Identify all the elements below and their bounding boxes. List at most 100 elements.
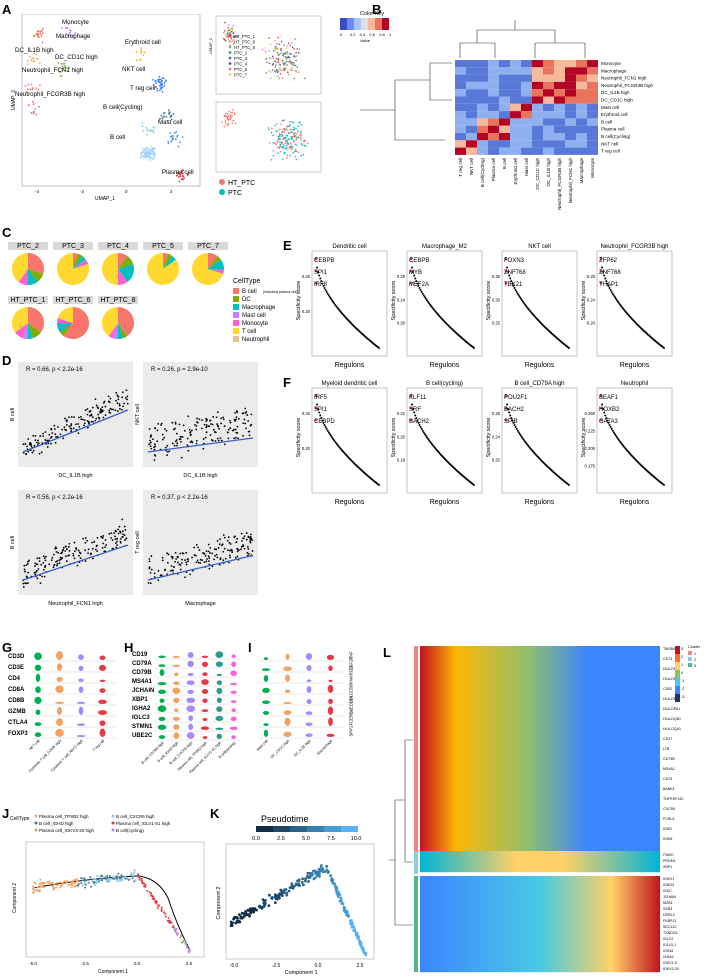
regulon-highlight [599,281,603,285]
trajectory-point [138,875,141,878]
umap-point [166,119,169,122]
scatter-point [35,571,37,573]
scatter-point [50,427,53,430]
scatter-point [154,445,157,448]
umap-point [231,28,234,30]
row-label: Neutrophil_FCGR3B high [601,83,654,88]
regulon-point [415,280,418,283]
scatter-point [60,552,62,555]
heatmap-cell [521,103,532,112]
violin [263,657,269,660]
y-axis-label: UMAP_2 [11,90,17,110]
trajectory-point [81,878,84,881]
scatter-point [246,551,249,554]
scatter-point [102,535,105,537]
umap-point [297,125,299,128]
umap-point [168,111,171,114]
heatmap-cell [477,140,488,148]
umap-point [289,123,291,126]
umap-point [163,85,166,87]
col-label: Monocyte [590,157,595,177]
pie-slice [108,323,118,339]
violin [188,723,194,730]
pseudotime-point [325,868,329,872]
scatter-point [53,563,56,566]
regulon-label: IRF5 [314,395,328,401]
pseudotime-point [334,885,338,889]
y-axis-label: Specificity score [581,281,587,321]
umap-point [281,134,284,137]
heatmap-cell [532,96,543,104]
panel-label-k: K [210,806,220,821]
trajectory-point [115,875,118,878]
regulon-point [512,284,515,287]
gene-label: IGLC2 [663,937,673,941]
scatter-point [234,418,237,421]
umap-point [286,156,288,159]
umap-point [294,150,296,153]
umap-point [283,152,285,155]
scatter-point [123,402,126,405]
umap-point [292,128,294,131]
scatter-point [234,412,236,414]
legend-title: CellType [10,816,30,822]
umap-point [297,131,299,133]
scatter-point [88,421,91,424]
heatmap-row [420,817,660,821]
umap-point [146,133,148,136]
scatter-point [22,582,25,585]
umap-point [147,151,150,154]
violin [99,655,106,660]
umap-point [152,78,154,81]
scatter-point [176,432,178,435]
umap-point [286,64,289,66]
scatter-point [196,559,199,562]
umap-point [292,151,294,154]
row-label: Neutrophil_FCN1 high [601,76,647,81]
umap-point [271,55,274,58]
scatter-point [207,550,210,553]
scatter-point [72,427,75,430]
umap-point [143,153,146,156]
umap-point [290,68,293,70]
scatter-point [251,550,254,552]
pie-slice [73,253,78,269]
scatter-point [30,445,33,447]
trajectory-point [81,884,84,887]
heatmap-cell [455,81,466,90]
heatmap-cell [587,133,598,141]
umap-point [277,146,279,149]
umap-point [283,56,285,58]
umap-point [295,133,298,135]
umap-point [35,87,38,90]
scatter-point [115,546,118,549]
heatmap-row [420,652,660,656]
trajectory-point [160,906,163,909]
regulon-point [663,347,665,349]
y-tick: 0.20 [302,446,311,451]
pseudotime-point [240,916,244,920]
umap-point [295,127,297,130]
umap-point [296,66,299,68]
gene-label: FCER1A [349,709,354,726]
heatmap-row [420,814,660,818]
scatter-point [65,420,68,423]
umap-point [231,30,233,33]
umap-point [284,56,287,58]
umap-point [36,57,39,60]
trajectory-point [70,881,73,884]
scatter-point [53,428,56,430]
pseudotime-point [348,919,352,923]
umap-point [186,174,189,177]
scatter-point [179,568,182,571]
pie-slice [57,323,73,333]
row-dendrogram [360,62,452,141]
scatter-point [204,436,207,439]
umap-point [228,24,230,26]
pie-title: PTC_4 [107,243,129,250]
scatter-point [101,547,104,549]
scatter-point [164,446,167,449]
umap-point [182,169,184,171]
umap-point [283,52,285,55]
scatter-point [34,434,37,437]
